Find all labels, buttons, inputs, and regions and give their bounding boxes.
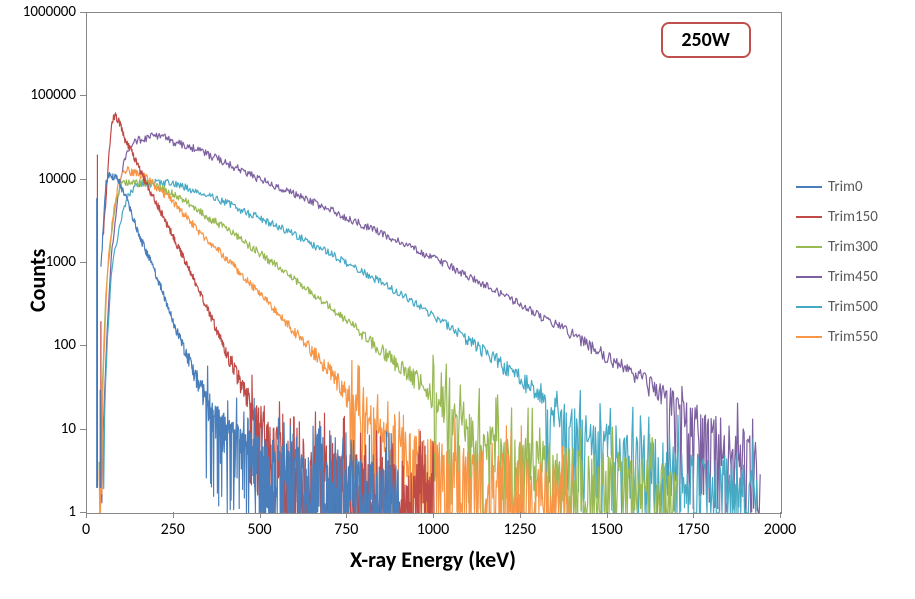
legend-label: Trim150 xyxy=(828,208,878,226)
y-tick xyxy=(80,95,86,96)
x-tick-label: 1250 xyxy=(500,520,540,539)
legend-swatch xyxy=(796,216,822,218)
plot-area xyxy=(86,12,782,514)
legend-label: Trim500 xyxy=(828,298,878,316)
power-badge: 250W xyxy=(661,22,751,58)
legend-item: Trim150 xyxy=(796,202,878,232)
y-tick xyxy=(80,179,86,180)
x-axis-title: X-ray Energy (keV) xyxy=(86,546,780,573)
series-canvas xyxy=(87,13,781,513)
legend: Trim0 Trim150 Trim300 Trim450 Trim500 Trim550 xyxy=(796,172,878,352)
x-tick xyxy=(433,512,434,518)
legend-label: Trim450 xyxy=(828,268,878,286)
x-tick-label: 500 xyxy=(240,520,280,539)
figure: 250W Counts X-ray Energy (keV) 025050075… xyxy=(0,0,915,599)
x-tick xyxy=(780,512,781,518)
x-tick-label: 1500 xyxy=(587,520,627,539)
y-tick-label: 10 xyxy=(0,420,76,438)
legend-swatch xyxy=(796,306,822,308)
y-tick-label: 10000 xyxy=(0,170,76,188)
y-tick xyxy=(80,512,86,513)
x-tick-label: 2000 xyxy=(760,520,800,539)
legend-label: Trim550 xyxy=(828,328,878,346)
x-tick xyxy=(260,512,261,518)
y-tick-label: 1 xyxy=(0,503,76,521)
legend-item: Trim300 xyxy=(796,232,878,262)
y-tick xyxy=(80,12,86,13)
x-tick xyxy=(346,512,347,518)
y-tick-label: 1000 xyxy=(0,253,76,271)
x-tick-label: 1000 xyxy=(413,520,453,539)
x-tick-label: 0 xyxy=(66,520,106,539)
x-tick-label: 750 xyxy=(326,520,366,539)
x-tick xyxy=(520,512,521,518)
y-tick-label: 1000000 xyxy=(0,3,76,21)
legend-item: Trim0 xyxy=(796,172,878,202)
legend-label: Trim0 xyxy=(828,178,863,196)
y-tick xyxy=(80,345,86,346)
x-tick-label: 1750 xyxy=(673,520,713,539)
x-tick xyxy=(86,512,87,518)
legend-swatch xyxy=(796,336,822,338)
x-tick xyxy=(693,512,694,518)
legend-item: Trim450 xyxy=(796,262,878,292)
x-tick xyxy=(173,512,174,518)
legend-swatch xyxy=(796,246,822,248)
x-tick xyxy=(607,512,608,518)
y-tick-label: 100 xyxy=(0,336,76,354)
legend-label: Trim300 xyxy=(828,238,878,256)
legend-item: Trim550 xyxy=(796,322,878,352)
legend-swatch xyxy=(796,276,822,278)
y-tick xyxy=(80,262,86,263)
power-badge-text: 250W xyxy=(681,28,730,52)
x-tick-label: 250 xyxy=(153,520,193,539)
y-tick xyxy=(80,429,86,430)
legend-swatch xyxy=(796,186,822,188)
y-tick-label: 100000 xyxy=(0,86,76,104)
legend-item: Trim500 xyxy=(796,292,878,322)
